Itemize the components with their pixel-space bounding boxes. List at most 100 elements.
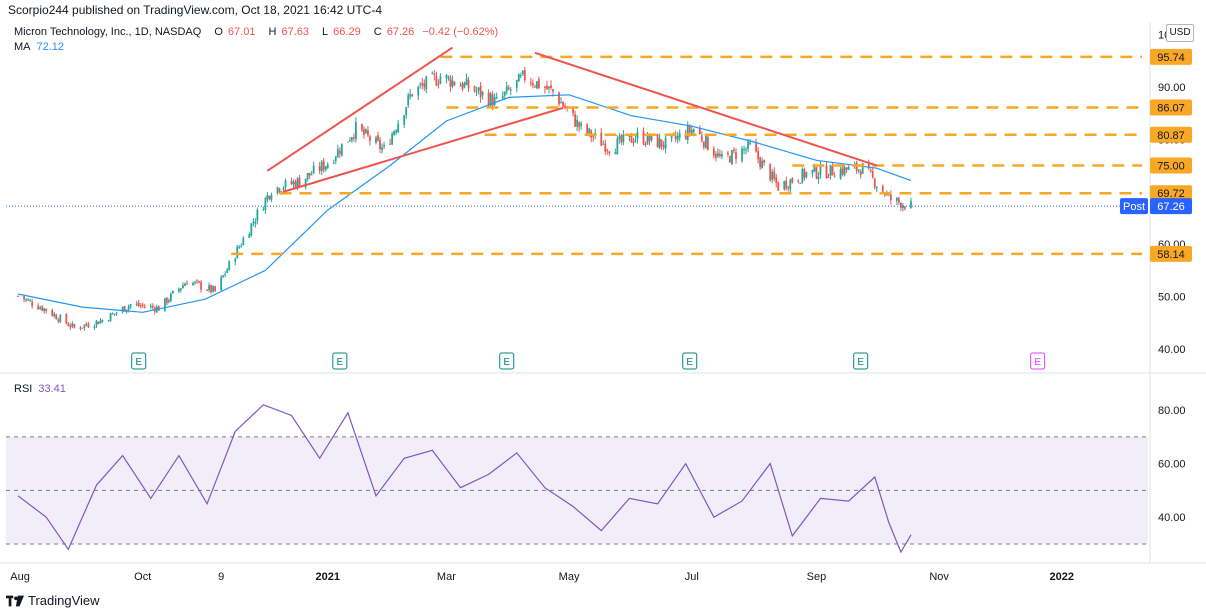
candle-body bbox=[546, 85, 548, 90]
trend-line-3 bbox=[534, 51, 878, 167]
candle-body bbox=[157, 306, 160, 311]
currency-badge[interactable]: USD bbox=[1166, 24, 1194, 42]
candle-body bbox=[799, 182, 802, 184]
candle-body bbox=[761, 160, 764, 169]
candle-body bbox=[900, 202, 902, 209]
candle-body bbox=[552, 89, 554, 92]
rsi-value: 33.41 bbox=[38, 383, 66, 395]
candle-body bbox=[437, 83, 440, 85]
change-value: −0.42 (−0.62%) bbox=[422, 26, 499, 38]
candle-body bbox=[334, 156, 337, 161]
candle-body bbox=[129, 304, 132, 307]
level-badge-label-69.72: 69.72 bbox=[1157, 188, 1185, 200]
candle-body bbox=[775, 177, 778, 184]
candle-body bbox=[676, 135, 679, 140]
rsi-tick-label: 60.00 bbox=[1158, 459, 1186, 471]
candle-body bbox=[902, 205, 904, 208]
trend-line-1 bbox=[266, 46, 453, 172]
candle-body bbox=[310, 174, 313, 176]
candle-body bbox=[459, 85, 462, 87]
x-tick-label: Sep bbox=[807, 571, 827, 583]
rsi-band-fill bbox=[6, 436, 1148, 544]
candle-body bbox=[67, 323, 70, 327]
candle-body bbox=[57, 319, 60, 322]
price-tick-label: 60.00 bbox=[1158, 239, 1186, 251]
candle-body bbox=[789, 179, 792, 190]
candle-body bbox=[425, 76, 428, 90]
candle-body bbox=[139, 305, 142, 307]
candle-body bbox=[375, 137, 377, 144]
candle-body bbox=[463, 82, 466, 88]
candle-body bbox=[449, 77, 452, 87]
candle-body bbox=[220, 276, 223, 291]
candle-body bbox=[206, 290, 208, 292]
candle-body bbox=[875, 187, 878, 189]
candle-body bbox=[757, 150, 760, 160]
candle-body bbox=[507, 87, 510, 90]
candle-body bbox=[141, 304, 144, 306]
candle-body bbox=[222, 275, 225, 278]
x-tick-label: May bbox=[559, 571, 580, 583]
candle-body bbox=[729, 156, 731, 163]
candle-body bbox=[25, 299, 27, 301]
candle-body bbox=[628, 134, 631, 137]
candle-body bbox=[895, 197, 898, 201]
candle-body bbox=[254, 221, 257, 224]
level-badge-86.07 bbox=[1150, 99, 1192, 116]
candle-body bbox=[262, 209, 265, 211]
candle-body bbox=[423, 83, 426, 88]
candle-body bbox=[604, 143, 607, 152]
x-tick-label: 2021 bbox=[316, 571, 340, 583]
candle-body bbox=[27, 299, 29, 301]
earnings-marker-label: E bbox=[857, 357, 864, 368]
candle-body bbox=[294, 181, 297, 188]
x-tick-label: Nov bbox=[929, 571, 949, 583]
earnings-marker-label: E bbox=[336, 357, 343, 368]
candle-body bbox=[37, 305, 40, 310]
x-axis: Aug Oct 9 2021 Mar May Jul Sep Nov 2022 bbox=[0, 562, 1206, 583]
ohlc-values: O 67.01 H 67.63 L 66.29 C 67.26 −0.42 (−0.62… bbox=[204, 26, 498, 38]
rsi-tick-label: 40.00 bbox=[1158, 512, 1186, 524]
candle-body bbox=[389, 143, 391, 145]
close-label: C bbox=[373, 26, 382, 38]
candle-body bbox=[759, 157, 762, 168]
level-badge-label-86.07: 86.07 bbox=[1157, 103, 1185, 115]
candle-body bbox=[580, 123, 583, 126]
price-tick-label: 90.00 bbox=[1158, 82, 1186, 94]
candle-body bbox=[365, 129, 367, 134]
candle-body bbox=[769, 163, 772, 181]
candle-body bbox=[234, 258, 237, 262]
candle-body bbox=[515, 80, 518, 88]
candle-body bbox=[355, 122, 357, 140]
candle-body bbox=[594, 132, 597, 136]
candle-body bbox=[755, 142, 758, 152]
candle-body bbox=[503, 91, 506, 96]
candle-body bbox=[574, 114, 577, 127]
candle-body bbox=[149, 305, 152, 308]
candle-body bbox=[686, 126, 689, 141]
price-tick-label: 80.00 bbox=[1158, 134, 1186, 146]
candle-body bbox=[296, 178, 299, 187]
candle-body bbox=[672, 133, 675, 135]
candle-body bbox=[831, 166, 834, 176]
candle-body bbox=[777, 182, 780, 191]
candle-body bbox=[282, 188, 285, 191]
candle-body bbox=[465, 78, 468, 85]
candle-body bbox=[747, 141, 749, 149]
candle-body bbox=[536, 81, 538, 89]
candle-body bbox=[381, 147, 383, 150]
candle-body bbox=[101, 320, 104, 322]
candle-body bbox=[636, 132, 639, 139]
candle-body bbox=[811, 169, 814, 174]
candle-body bbox=[839, 169, 842, 179]
earnings-marker bbox=[499, 352, 515, 370]
candle-body bbox=[280, 191, 283, 193]
candle-body bbox=[346, 141, 349, 143]
candle-body bbox=[829, 164, 832, 176]
ma-legend: MA 72.12 bbox=[14, 41, 64, 53]
candle-body bbox=[544, 87, 546, 89]
price-tick-label: 70.00 bbox=[1158, 187, 1186, 199]
candle-body bbox=[505, 86, 508, 93]
candle-body bbox=[887, 193, 890, 195]
